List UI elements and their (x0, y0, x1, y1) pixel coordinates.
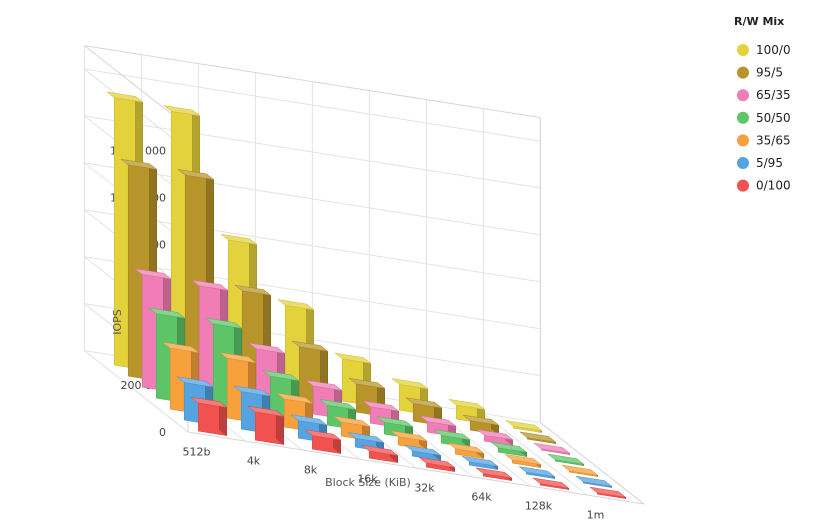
legend-item[interactable]: 50/50 (737, 111, 791, 125)
legend-marker (737, 89, 749, 102)
bar (417, 457, 456, 473)
bar (489, 441, 528, 458)
legend-item[interactable]: 5/95 (737, 156, 783, 170)
legend-marker (737, 134, 749, 147)
bar (588, 486, 627, 500)
y-axis-title: IOPS (111, 309, 124, 335)
y-tick-label: 0 (159, 426, 166, 439)
legend-label: 35/65 (756, 133, 791, 147)
bar (519, 431, 557, 445)
legend-label: 5/95 (756, 156, 783, 170)
bar (432, 429, 471, 449)
bar (532, 442, 571, 456)
legend-label: 95/5 (756, 66, 783, 80)
x-tick-label: 128k (525, 500, 553, 513)
legend-item[interactable]: 0/100 (737, 179, 791, 193)
legend-label: 65/35 (756, 88, 791, 102)
x-tick-label: 1m (587, 509, 605, 522)
bar (517, 466, 556, 480)
legend: R/W Mix 100/0 95/5 65/35 50/50 35/65 5/95 0/10… (734, 15, 791, 193)
legend-marker (737, 111, 749, 124)
bar (447, 442, 485, 460)
legend-item[interactable]: 100/0 (737, 43, 791, 57)
bar (304, 429, 342, 455)
x-axis-ticks: 512b 4k 8k 16k 32k 64k 128k 1m (183, 446, 605, 522)
legend-item[interactable]: 65/35 (737, 88, 791, 102)
legend-label: 50/50 (756, 111, 791, 125)
legend-title: R/W Mix (734, 15, 784, 28)
bar (574, 475, 613, 489)
bar (532, 477, 570, 491)
bar (503, 453, 542, 469)
bar (360, 444, 399, 464)
legend-marker (737, 179, 749, 192)
x-axis-title: Block Size (KiB) (325, 476, 411, 489)
bar (403, 444, 442, 462)
x-tick-label: 32k (414, 482, 435, 495)
bar (504, 420, 543, 434)
bars (105, 91, 627, 500)
legend-marker (737, 66, 749, 79)
bar (546, 453, 585, 467)
legend-marker (737, 157, 749, 169)
bar (460, 455, 499, 471)
legend-item[interactable]: 95/5 (737, 66, 783, 80)
legend-item[interactable]: 35/65 (737, 133, 791, 147)
legend-label: 100/0 (756, 43, 791, 57)
legend-label: 0/100 (756, 179, 791, 193)
bar (475, 429, 514, 447)
x-tick-label: 64k (471, 491, 492, 504)
legend-marker (737, 44, 749, 56)
bar (461, 414, 500, 436)
bar (474, 467, 513, 482)
x-tick-label: 16k (357, 473, 378, 486)
x-tick-label: 4k (247, 455, 261, 468)
bar (560, 464, 599, 478)
bar (246, 405, 285, 446)
x-tick-label: 8k (304, 464, 318, 477)
x-tick-label: 512b (183, 446, 211, 459)
bar (189, 396, 228, 437)
bar (389, 430, 428, 451)
